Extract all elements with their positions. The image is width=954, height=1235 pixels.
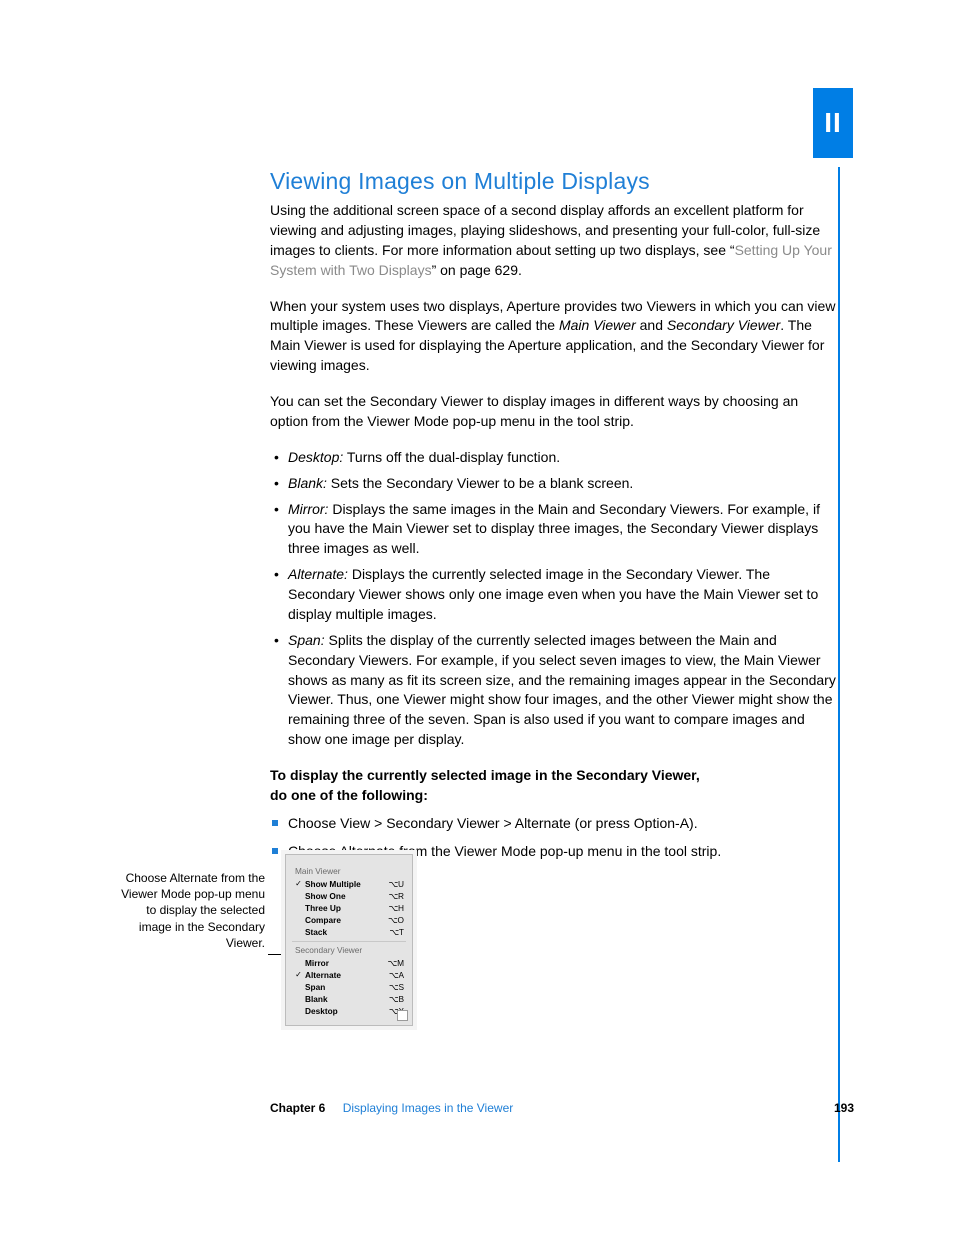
menu-item[interactable]: Stack⌥T [292, 926, 406, 938]
menu-item-label: Stack [303, 926, 382, 938]
menu-item[interactable]: Mirror⌥M [292, 957, 406, 969]
task-lead-line-2: do one of the following: [270, 787, 428, 803]
menu-group-2-items: Mirror⌥M✓Alternate⌥ASpan⌥SBlank⌥BDesktop… [292, 957, 406, 1017]
mode-item: Desktop: Turns off the dual-display func… [288, 448, 838, 468]
viewer-mode-menu: Main Viewer ✓Show Multiple⌥UShow One⌥RTh… [285, 854, 413, 1026]
task-lead: To display the currently selected image … [270, 766, 838, 806]
page-footer: Chapter 6 Displaying Images in the Viewe… [270, 1101, 854, 1115]
task-lead-line-1: To display the currently selected image … [270, 767, 700, 783]
menu-item-shortcut: ⌥S [382, 981, 404, 993]
section-rule [838, 167, 840, 1162]
menu-separator [292, 941, 406, 942]
mode-term: Blank: [288, 475, 327, 491]
resize-corner-icon [397, 1010, 408, 1021]
menu-item-shortcut: ⌥M [382, 957, 404, 969]
mode-item: Alternate: Displays the currently select… [288, 565, 838, 625]
menu-item[interactable]: Blank⌥B [292, 993, 406, 1005]
mode-item: Blank: Sets the Secondary Viewer to be a… [288, 474, 838, 494]
menu-item-shortcut: ⌥R [382, 890, 404, 902]
mode-term: Span: [288, 632, 325, 648]
viewer-modes-list: Desktop: Turns off the dual-display func… [270, 448, 838, 750]
content-column: Viewing Images on Multiple Displays Usin… [270, 168, 838, 878]
mode-desc: Turns off the dual-display function. [343, 449, 560, 465]
text: and [636, 317, 667, 333]
page-number: 193 [834, 1101, 854, 1115]
menu-item-shortcut: ⌥O [382, 914, 404, 926]
menu-group-secondary-viewer: Secondary Viewer [295, 944, 406, 956]
page: II Viewing Images on Multiple Displays U… [0, 0, 954, 1235]
menu-item-shortcut: ⌥H [382, 902, 404, 914]
menu-item-label: Show One [303, 890, 382, 902]
mode-term: Alternate: [288, 566, 348, 582]
menu-item-label: Three Up [303, 902, 382, 914]
part-label: II [824, 107, 842, 139]
mode-term: Desktop: [288, 449, 343, 465]
mode-item: Mirror: Displays the same images in the … [288, 500, 838, 560]
chapter-label: Chapter 6 [270, 1101, 325, 1115]
menu-item[interactable]: Show One⌥R [292, 890, 406, 902]
checkmark-icon: ✓ [294, 878, 303, 890]
part-tab: II [813, 88, 853, 158]
menu-item[interactable]: ✓Show Multiple⌥U [292, 878, 406, 890]
menu-item-shortcut: ⌥T [382, 926, 404, 938]
mode-desc: Splits the display of the currently sele… [288, 632, 836, 747]
section-heading: Viewing Images on Multiple Displays [270, 168, 838, 195]
menu-item-label: Alternate [303, 969, 382, 981]
menu-item[interactable]: Three Up⌥H [292, 902, 406, 914]
menu-item[interactable]: ✓Alternate⌥A [292, 969, 406, 981]
term-secondary-viewer: Secondary Viewer [667, 317, 780, 333]
text: ” on page 629. [432, 262, 522, 278]
figure-caption: Choose Alternate from the Viewer Mode po… [115, 870, 265, 951]
intro-paragraph-3: You can set the Secondary Viewer to disp… [270, 392, 838, 432]
chapter-title: Displaying Images in the Viewer [343, 1101, 514, 1115]
menu-item-shortcut: ⌥B [382, 993, 404, 1005]
menu-item-shortcut: ⌥U [382, 878, 404, 890]
menu-item[interactable]: Compare⌥O [292, 914, 406, 926]
menu-item[interactable]: Desktop⌥X [292, 1005, 406, 1017]
mode-desc: Sets the Secondary Viewer to be a blank … [327, 475, 633, 491]
menu-item-label: Blank [303, 993, 382, 1005]
menu-item-shortcut: ⌥A [382, 969, 404, 981]
menu-item-label: Show Multiple [303, 878, 382, 890]
menu-item[interactable]: Span⌥S [292, 981, 406, 993]
intro-paragraph-2: When your system uses two displays, Aper… [270, 297, 838, 377]
mode-desc: Displays the currently selected image in… [288, 566, 818, 622]
menu-item-label: Mirror [303, 957, 382, 969]
checkmark-icon: ✓ [294, 969, 303, 981]
mode-term: Mirror: [288, 501, 328, 517]
intro-paragraph-1: Using the additional screen space of a s… [270, 201, 838, 281]
task-step: Choose View > Secondary Viewer > Alterna… [288, 814, 838, 834]
menu-item-label: Desktop [303, 1005, 382, 1017]
menu-group-1-items: ✓Show Multiple⌥UShow One⌥RThree Up⌥HComp… [292, 878, 406, 938]
mode-item: Span: Splits the display of the currentl… [288, 631, 838, 750]
footer-left: Chapter 6 Displaying Images in the Viewe… [270, 1101, 513, 1115]
term-main-viewer: Main Viewer [559, 317, 636, 333]
mode-desc: Displays the same images in the Main and… [288, 501, 820, 557]
menu-group-main-viewer: Main Viewer [295, 865, 406, 877]
menu-item-label: Span [303, 981, 382, 993]
menu-item-label: Compare [303, 914, 382, 926]
